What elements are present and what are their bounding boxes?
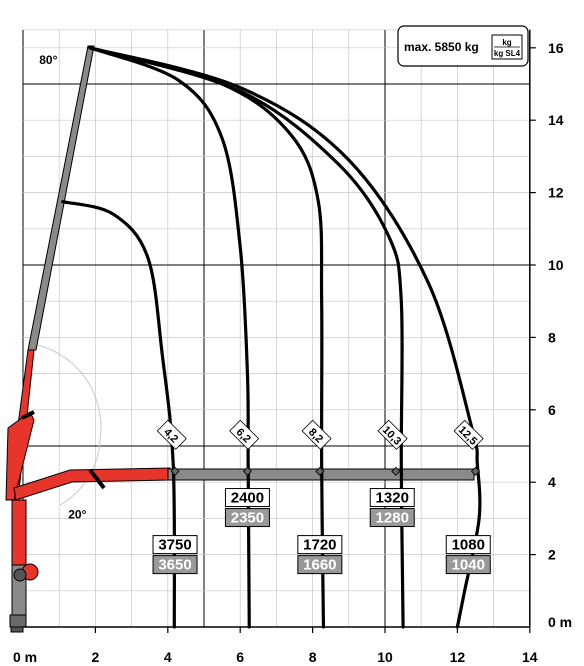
legend-bottom-label: kg SL4 — [494, 49, 521, 58]
extension-joint — [242, 466, 253, 476]
reach-label: 8,2 — [301, 419, 332, 450]
capacity-sl4: 3650 — [158, 557, 191, 574]
y-tick-label: 4 — [548, 474, 556, 490]
y-tick-label: 2 — [548, 547, 556, 563]
load-curve-1 — [88, 46, 251, 629]
capacity-sl4-box — [224, 508, 270, 528]
crane-horizontal-cylinder — [88, 468, 106, 490]
x-tick-label: 14 — [522, 649, 538, 665]
load-curve-0 — [61, 200, 177, 629]
capacity-kg-box — [369, 488, 415, 508]
crane-base-foot — [9, 614, 27, 628]
reach-label-frame — [301, 419, 332, 450]
capacity-sl4-box — [297, 555, 343, 575]
x-tick-label: 10 — [377, 649, 393, 665]
capacity-kg: 2400 — [231, 490, 264, 507]
x-unit-label: 0 m — [13, 649, 37, 665]
max-capacity-label: max. 5850 kg — [404, 40, 479, 54]
capacity-kg-box — [297, 535, 343, 555]
x-tick-label: 6 — [236, 649, 244, 665]
reach-label: 6,2 — [229, 419, 260, 450]
y-unit-label: 0 m — [548, 614, 572, 630]
capacity-sl4-box — [152, 555, 198, 575]
angle-label: 80° — [39, 53, 57, 67]
capacity-kg: 1720 — [303, 537, 336, 554]
reach-label-frame — [377, 419, 408, 450]
y-tick-label: 10 — [548, 257, 564, 273]
y-tick-label: 12 — [548, 185, 564, 201]
capacity-sl4-box — [445, 555, 491, 575]
capacity-sl4: 1660 — [303, 557, 336, 574]
load-curve-3 — [88, 46, 405, 629]
legend-box: max. 5850 kg kg kg SL4 — [397, 25, 529, 67]
capacity-kg-box — [152, 535, 198, 555]
crane-cylinder — [21, 410, 35, 420]
y-tick-label: 6 — [548, 402, 556, 418]
reach-label: 12,5 — [453, 419, 484, 450]
labels: 4,2375036506,2240023508,21720166010,3132… — [39, 53, 491, 575]
slew-arc — [27, 342, 102, 506]
extension-joint — [315, 466, 325, 476]
extension-joint — [170, 466, 180, 476]
capacity-kg: 3750 — [158, 537, 191, 554]
capacity-kg-box — [445, 535, 491, 555]
capacity-kg: 1080 — [452, 537, 485, 554]
capacity-sl4-box — [369, 508, 415, 528]
x-tick-label: 4 — [164, 649, 172, 665]
grid — [22, 29, 531, 628]
capacity-kg-box — [224, 488, 270, 508]
axes: 2 4 6 8 10 12 14 0 m 2 4 6 8 10 12 14 16 0 m — [13, 29, 572, 665]
capacity-sl4: 1280 — [376, 510, 409, 527]
y-tick-label: 16 — [548, 40, 564, 56]
y-tick-label: 8 — [548, 329, 556, 345]
angle-label: 20° — [68, 507, 86, 521]
x-tick-label: 12 — [450, 649, 466, 665]
reach-label-frame — [156, 419, 187, 450]
crane-slew-hub — [13, 568, 27, 582]
extension-joint — [391, 466, 401, 476]
crane-column — [11, 499, 27, 566]
reach-label: 4,2 — [156, 419, 187, 450]
capacity-sl4: 1040 — [452, 557, 485, 574]
capacity-kg: 1320 — [376, 490, 409, 507]
capacity-sl4: 2350 — [231, 510, 264, 527]
crane-upper-boom — [27, 45, 95, 351]
y-tick-label: 14 — [548, 112, 564, 128]
crane-base-foot-2 — [10, 626, 24, 633]
x-tick-label: 8 — [309, 649, 317, 665]
extension-joint — [470, 466, 481, 476]
reach-label-frame — [453, 419, 484, 450]
x-tick-label: 2 — [92, 649, 100, 665]
legend-top-label: kg — [502, 38, 511, 47]
reach-label-frame — [229, 419, 260, 450]
